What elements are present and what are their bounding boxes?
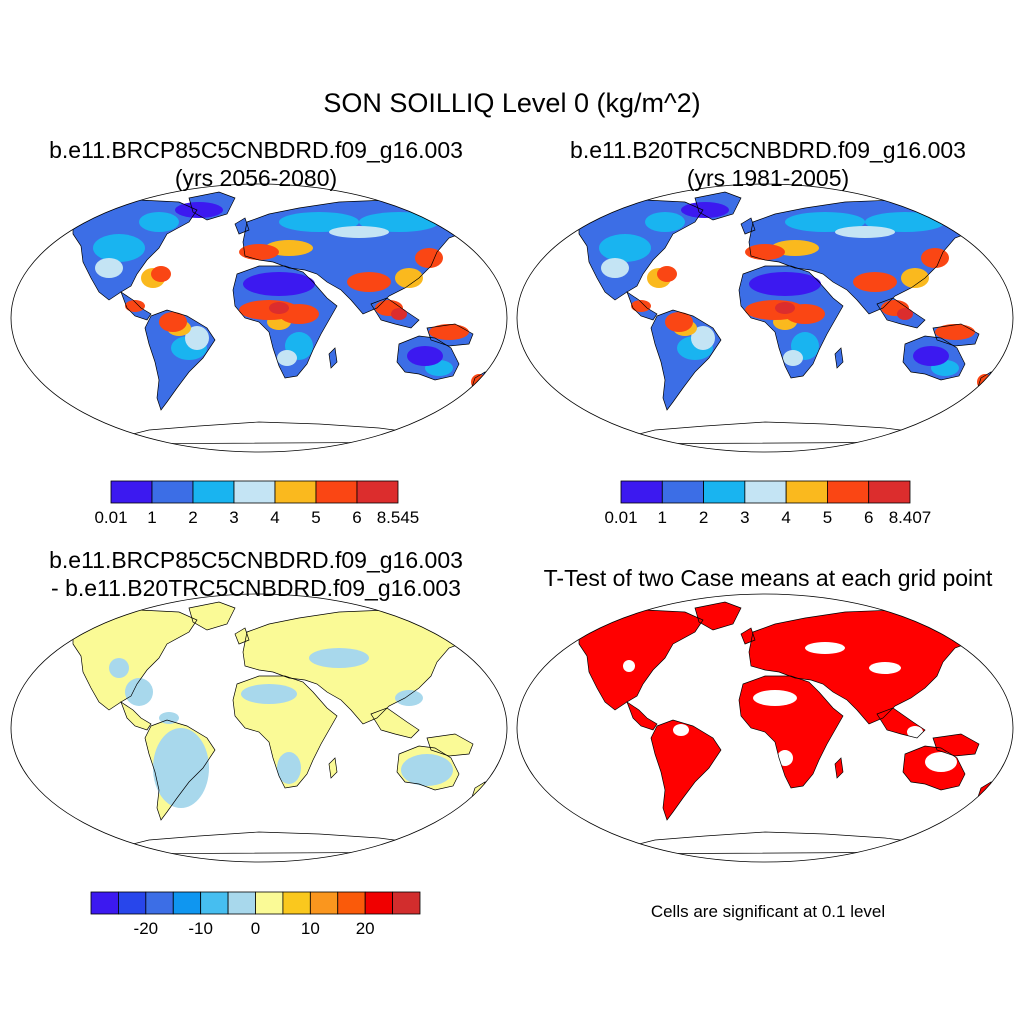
diff-colorbar-label-2: 0 xyxy=(251,919,260,938)
diff-colorbar-label-1: -10 xyxy=(188,919,213,938)
case1-colorbar-box-6 xyxy=(356,480,399,504)
diff-colorbar-box-11 xyxy=(392,891,421,915)
diff-colorbar-box-8 xyxy=(309,891,339,915)
panel-title-case1-line1: b.e11.BRCP85C5CNBDRD.f09_g16.003 xyxy=(49,137,463,163)
diff-colorbar-box-5 xyxy=(227,891,256,915)
case2-colorbar-label-7: 8.407 xyxy=(889,508,932,527)
significance-note: Cells are significant at 0.1 level xyxy=(650,902,886,921)
panel-title-diff: b.e11.BRCP85C5CNBDRD.f09_g16.003 - b.e11… xyxy=(0,546,512,602)
case2-colorbar-label-5: 5 xyxy=(823,508,832,527)
case2-colorbar-label-0: 0.01 xyxy=(604,508,637,527)
diff-colorbar-label-4: 20 xyxy=(356,919,375,938)
diff-colorbar-box-7 xyxy=(282,891,311,915)
case2-colorbar-label-3: 3 xyxy=(740,508,749,527)
case1-colorbar-label-0: 0.01 xyxy=(94,508,127,527)
case2-colorbar-box-4 xyxy=(785,480,828,504)
case2-colorbar-box-3 xyxy=(744,480,787,504)
diff-colorbar-box-4 xyxy=(200,891,229,915)
map-case1 xyxy=(10,183,508,453)
diff-colorbar-box-0 xyxy=(90,891,119,915)
map-diff xyxy=(10,593,508,863)
case2-colorbar-box-5 xyxy=(827,480,870,504)
case1-colorbar-label-4: 4 xyxy=(270,508,279,527)
case2-colorbar-box-2 xyxy=(703,480,746,504)
case1-colorbar-label-3: 3 xyxy=(229,508,238,527)
colorbar-diff: -20 -10 0 10 20 xyxy=(90,891,421,938)
panel-title-case2-line1: b.e11.B20TRC5CNBDRD.f09_g16.003 xyxy=(570,137,966,163)
case1-colorbar-box-1 xyxy=(151,480,194,504)
case2-colorbar-box-1 xyxy=(661,480,704,504)
case1-colorbar-label-5: 5 xyxy=(311,508,320,527)
case1-colorbar-label-2: 2 xyxy=(188,508,197,527)
case1-colorbar-box-4 xyxy=(274,480,317,504)
diff-colorbar-label-0: -20 xyxy=(134,919,159,938)
case2-colorbar-box-0 xyxy=(620,480,663,504)
diff-colorbar-box-10 xyxy=(364,891,393,915)
case2-colorbar-label-4: 4 xyxy=(781,508,790,527)
case1-colorbar-label-6: 6 xyxy=(352,508,361,527)
case1-colorbar-box-5 xyxy=(315,480,358,504)
diff-colorbar-label-3: 10 xyxy=(301,919,320,938)
case1-colorbar-box-0 xyxy=(110,480,153,504)
case2-colorbar-label-6: 6 xyxy=(864,508,873,527)
colorbar-case1: 0.01 1 2 3 4 5 6 8.545 xyxy=(94,480,420,527)
panel-title-diff-line2: - b.e11.B20TRC5CNBDRD.f09_g16.003 xyxy=(51,575,461,601)
panel-title-case1: b.e11.BRCP85C5CNBDRD.f09_g16.003 (yrs 20… xyxy=(0,136,512,192)
figure-title: SON SOILLIQ Level 0 (kg/m^2) xyxy=(323,88,701,118)
case2-colorbar-label-2: 2 xyxy=(699,508,708,527)
case1-colorbar-box-2 xyxy=(192,480,235,504)
diff-colorbar-box-9 xyxy=(337,891,366,915)
case2-colorbar-box-6 xyxy=(868,480,911,504)
case1-colorbar-label-1: 1 xyxy=(147,508,156,527)
panel-title-diff-line1: b.e11.BRCP85C5CNBDRD.f09_g16.003 xyxy=(49,547,463,573)
case1-colorbar-label-7: 8.545 xyxy=(377,508,420,527)
colorbar-case2: 0.01 1 2 3 4 5 6 8.407 xyxy=(604,480,932,527)
diff-colorbar-box-1 xyxy=(118,891,147,915)
map-ttest xyxy=(516,593,1014,863)
diff-colorbar-box-6 xyxy=(255,891,284,915)
diff-colorbar-box-2 xyxy=(145,891,174,915)
map-case2 xyxy=(516,183,1014,453)
case1-colorbar-box-3 xyxy=(233,480,276,504)
panel-title-ttest: T-Test of two Case means at each grid po… xyxy=(543,565,993,591)
diff-colorbar-box-3 xyxy=(172,891,202,915)
case2-colorbar-label-1: 1 xyxy=(658,508,667,527)
